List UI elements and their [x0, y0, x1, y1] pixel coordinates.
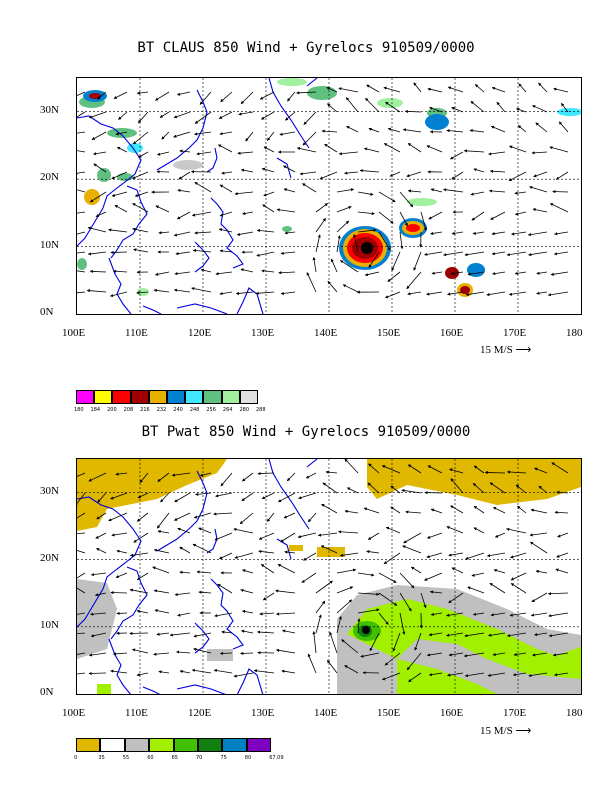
colorbar-label: 35: [98, 755, 105, 761]
panel2-ref-text: 15 M/S: [480, 725, 513, 737]
colorbar-label: 216: [140, 407, 150, 413]
p1-lon-label: 110E: [125, 327, 148, 339]
p2-lon-label: 160E: [440, 707, 464, 719]
panel1-ref-text: 15 M/S: [480, 344, 513, 356]
colorbar-swatch: [112, 390, 131, 404]
panel2-map: [76, 458, 582, 695]
p1-lon-label: 150E: [377, 327, 401, 339]
p2-lon-label: 180: [566, 707, 583, 719]
colorbar-swatch: [185, 390, 204, 404]
p1-lat-label: 10N: [40, 238, 59, 251]
colorbar-label: 256: [206, 407, 216, 413]
p1-lon-label: 180: [566, 327, 583, 339]
colorbar-label: 184: [90, 407, 101, 413]
colorbar-label: 65: [171, 755, 178, 761]
p1-lat-label: 20N: [40, 171, 59, 184]
colorbar-swatch: [124, 738, 150, 752]
colorbar-swatch: [198, 738, 223, 752]
colorbar-label: 248: [189, 407, 200, 413]
p2-lon-label: 100E: [62, 707, 86, 719]
colorbar-label: 60: [147, 755, 154, 761]
colorbar-swatch: [167, 390, 186, 404]
p1-lon-label: 130E: [251, 327, 275, 339]
p2-lat-label: 0N: [40, 686, 54, 698]
colorbar-label: 80: [244, 755, 252, 761]
colorbar-swatch: [239, 390, 258, 404]
panel1-ref-label: 15 M/S ⟶: [480, 343, 531, 356]
colorbar-label: 67.09: [269, 755, 284, 761]
p1-lat-label: 0N: [40, 306, 54, 318]
colorbar-label: 208: [123, 407, 134, 413]
colorbar-swatch: [173, 738, 198, 752]
colorbar-swatch: [76, 738, 101, 752]
colorbar-label: 55: [122, 755, 130, 761]
panel1-map: [76, 77, 582, 315]
p1-lon-label: 100E: [62, 327, 86, 339]
panel2-ref-label: 15 M/S ⟶: [480, 724, 531, 737]
p1-lon-label: 140E: [314, 327, 338, 339]
p2-lon-label: 120E: [188, 707, 212, 719]
p1-lon-label: 120E: [188, 327, 212, 339]
colorbar-label: 232: [156, 407, 167, 413]
colorbar-label: 70: [196, 755, 203, 761]
panel1-title: BT CLAUS 850 Wind + Gyrelocs 910509/0000: [137, 40, 475, 56]
p2-lon-label: 140E: [314, 707, 338, 719]
p1-lon-label: 170E: [503, 327, 527, 339]
p2-lon-label: 170E: [503, 707, 527, 719]
colorbar-label: 264: [222, 407, 233, 413]
colorbar-label: 240: [173, 407, 183, 413]
colorbar-swatch: [148, 390, 167, 404]
p2-lat-label: 30N: [40, 484, 59, 497]
colorbar-label: 180: [74, 407, 84, 413]
panel1-ref-arrow-icon: ⟶: [515, 344, 532, 356]
colorbar-swatch: [221, 390, 240, 404]
p2-lon-label: 130E: [251, 707, 275, 719]
colorbar-label: 0: [74, 755, 78, 761]
colorbar-swatch: [149, 738, 174, 752]
p2-lon-label: 150E: [377, 707, 401, 719]
p1-lon-label: 160E: [440, 327, 464, 339]
p2-lat-label: 20N: [40, 551, 59, 564]
colorbar-label: 200: [107, 407, 117, 413]
panel2-map-svg: [77, 459, 581, 694]
colorbar-label: 75: [220, 755, 227, 761]
p1-lat-label: 30N: [40, 103, 59, 116]
colorbar-label: 280: [239, 407, 249, 413]
colorbar-swatch: [130, 390, 149, 404]
colorbar-swatch: [76, 390, 95, 404]
colorbar-label: 288: [256, 407, 266, 413]
panel2-title: BT Pwat 850 Wind + Gyrelocs 910509/0000: [141, 424, 471, 440]
colorbar-swatch: [203, 390, 222, 404]
p2-lat-label: 10N: [40, 618, 59, 631]
panel1-map-svg: [77, 78, 581, 314]
colorbar-swatch: [100, 738, 125, 752]
colorbar-swatch: [222, 738, 247, 752]
colorbar-swatch: [94, 390, 113, 404]
panel2-ref-arrow-icon: ⟶: [515, 725, 532, 737]
p2-lon-label: 110E: [125, 707, 148, 719]
colorbar-swatch: [246, 738, 272, 752]
